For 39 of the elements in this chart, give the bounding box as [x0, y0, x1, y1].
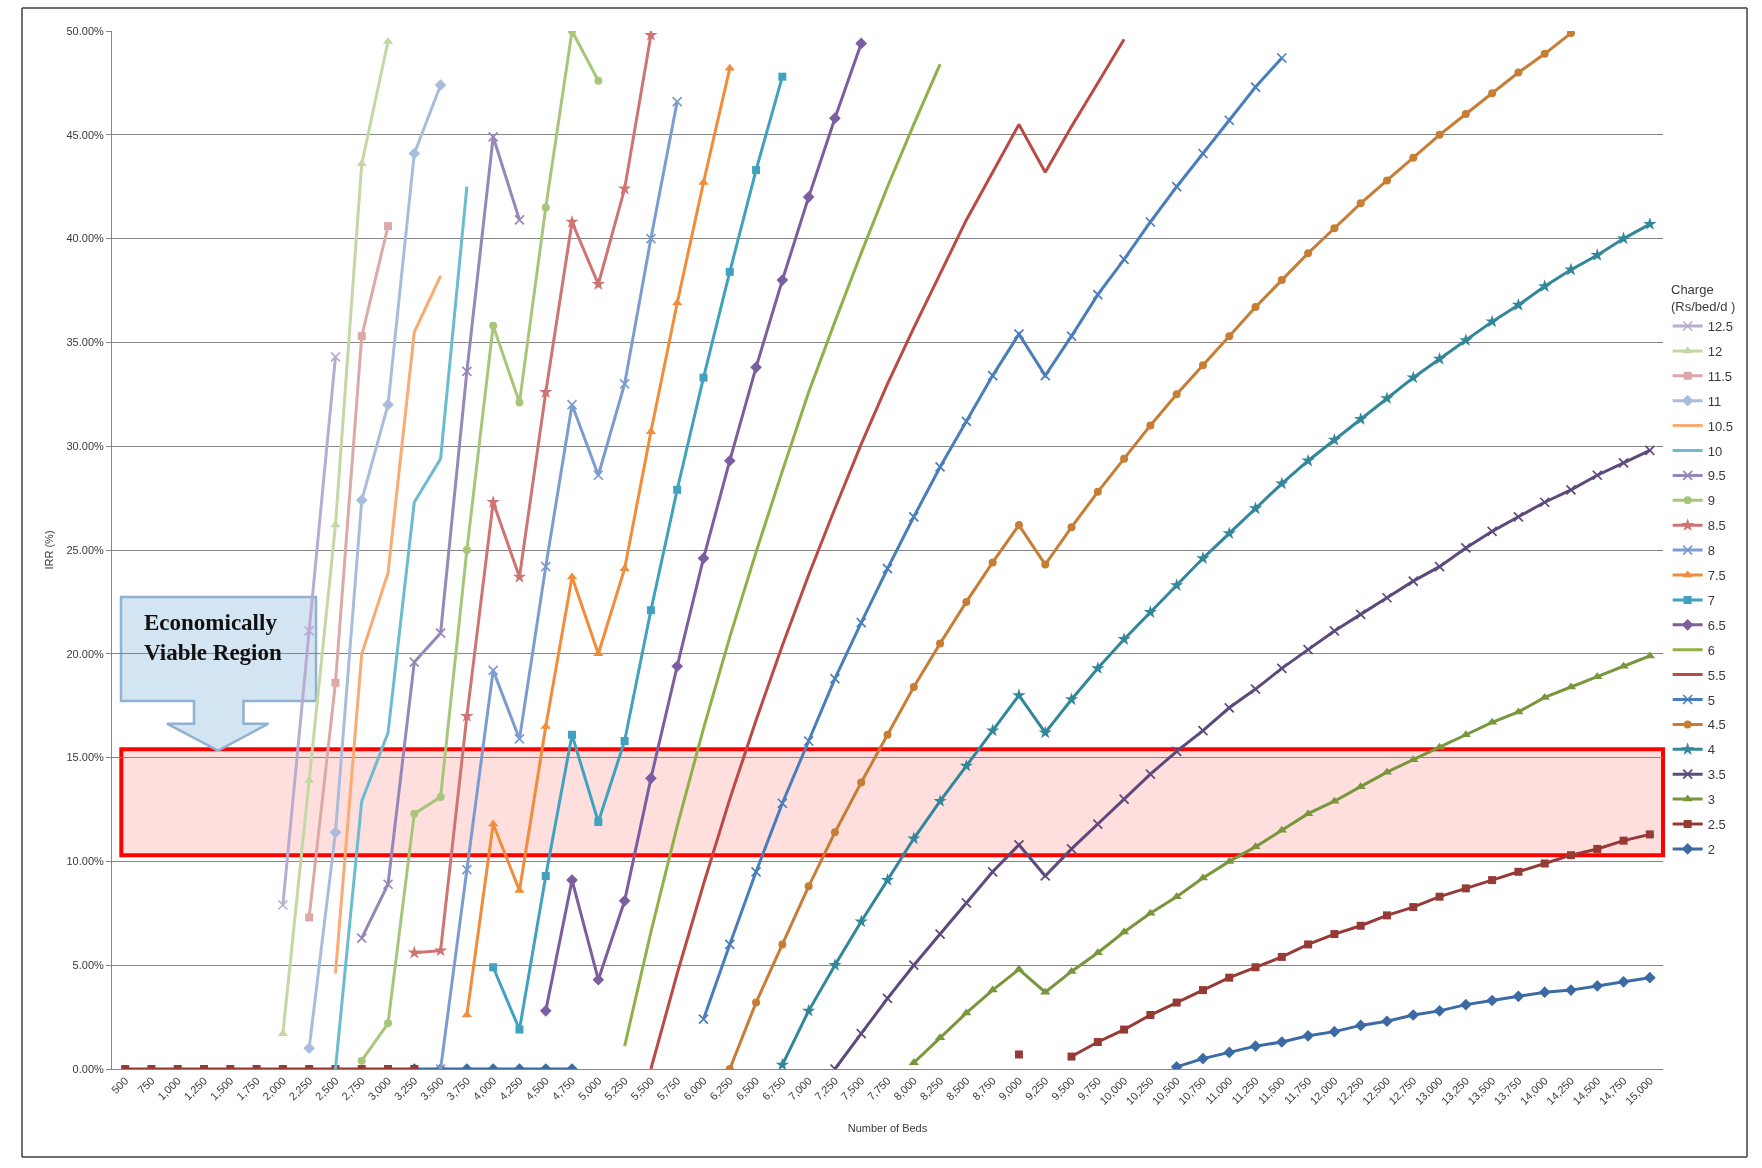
- legend-label: 12.5: [1707, 319, 1733, 335]
- x-tick-label: 750: [135, 1074, 157, 1096]
- legend-label: 7: [1707, 592, 1715, 608]
- legend-label: 3: [1707, 792, 1715, 808]
- y-tick-label: 50.00%: [66, 24, 105, 37]
- legend-label: 9: [1707, 493, 1715, 509]
- y-tick-label: 5.00%: [72, 959, 105, 972]
- legend-label: 2.5: [1707, 817, 1726, 833]
- legend-label: 5: [1707, 692, 1715, 708]
- legend-label: 9.5: [1707, 468, 1726, 484]
- legend-label: 8: [1707, 543, 1715, 559]
- legend-label: 2: [1707, 841, 1715, 857]
- legend-label: 11: [1707, 393, 1722, 409]
- legend-label: 4.5: [1707, 717, 1726, 733]
- legend-label: 7.5: [1707, 568, 1726, 584]
- x-tick-label: 500: [108, 1074, 131, 1096]
- legend-label: 3.5: [1707, 767, 1726, 783]
- y-tick-label: 40.00%: [66, 232, 105, 245]
- y-tick-label: 30.00%: [66, 440, 105, 453]
- y-tick-label: 35.00%: [66, 336, 105, 349]
- annotation: Economically Viable Region: [144, 610, 282, 665]
- legend-title: Charge (Rs/bed/d ): [1671, 282, 1736, 315]
- legend-label: 4: [1707, 742, 1715, 758]
- x-axis-title: Number of Beds: [847, 1122, 928, 1134]
- y-tick-label: 25.00%: [66, 543, 105, 556]
- legend-label: 5.5: [1707, 667, 1726, 683]
- legend-label: 12: [1707, 343, 1723, 359]
- y-tick-label: 0.00%: [72, 1062, 105, 1075]
- y-tick-label: 10.00%: [66, 855, 105, 868]
- legend-label: 6.5: [1707, 617, 1726, 633]
- y-tick-label: 45.00%: [66, 128, 105, 141]
- legend-label: 10: [1707, 443, 1723, 459]
- legend-label: 11.5: [1707, 368, 1732, 384]
- y-tick-label: 15.00%: [66, 751, 105, 764]
- y-tick-label: 20.00%: [66, 647, 105, 660]
- legend-label: 8.5: [1707, 518, 1726, 534]
- legend-label: 6: [1707, 642, 1715, 658]
- y-axis-title: IRR (%): [43, 530, 56, 570]
- legend-label: 10.5: [1707, 418, 1733, 434]
